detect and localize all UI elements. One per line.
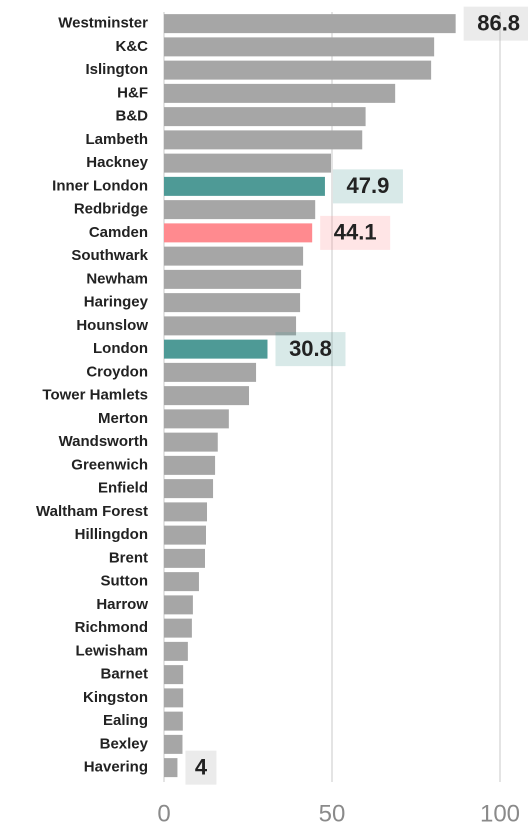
value-label-bg	[332, 169, 403, 204]
y-tick-label: Newham	[86, 270, 148, 287]
y-tick-label: Kingston	[83, 689, 148, 706]
bar	[164, 316, 297, 336]
bar	[164, 502, 208, 522]
bar	[164, 665, 184, 685]
y-tick-label: Barnet	[100, 666, 148, 683]
y-tick-label: Camden	[89, 224, 148, 241]
bar	[164, 409, 229, 429]
y-tick-label: Croydon	[86, 363, 148, 380]
y-tick-label: Hackney	[86, 154, 148, 171]
bar	[164, 362, 257, 382]
bar	[164, 153, 331, 173]
y-tick-label: Hounslow	[76, 317, 148, 334]
y-tick-label: Enfield	[98, 480, 148, 497]
value-label: 86.8	[477, 10, 520, 35]
bar	[164, 246, 304, 266]
y-tick-label: H&F	[117, 84, 148, 101]
bar	[164, 223, 313, 243]
bar	[164, 479, 214, 499]
bar	[164, 60, 432, 80]
y-tick-label: Harrow	[96, 596, 148, 613]
x-tick-label: 50	[319, 800, 346, 827]
value-label-bg	[320, 215, 391, 250]
bar	[164, 107, 366, 127]
y-tick-label: Ealing	[103, 712, 148, 729]
bar	[164, 432, 218, 452]
bar	[164, 200, 316, 220]
bar	[164, 83, 396, 103]
y-tick-label: Merton	[98, 410, 148, 427]
bar	[164, 37, 435, 57]
y-tick-label: Wandsworth	[59, 433, 148, 450]
bar	[164, 595, 193, 615]
y-tick-label: Lambeth	[85, 131, 148, 148]
y-tick-label: Haringey	[84, 294, 149, 311]
y-tick-label: Islington	[86, 61, 149, 78]
y-tick-label: Sutton	[101, 573, 148, 590]
bar	[164, 269, 302, 289]
y-tick-label: Brent	[109, 549, 148, 566]
value-label: 4	[195, 754, 208, 779]
bar	[164, 455, 216, 475]
bar	[164, 688, 184, 708]
y-tick-label: Redbridge	[74, 201, 148, 218]
bar	[164, 572, 199, 592]
y-tick-label: Hillingdon	[75, 526, 148, 543]
value-label-bg	[463, 6, 528, 41]
value-label: 47.9	[347, 173, 390, 198]
y-tick-label: Southwark	[71, 247, 148, 264]
bar	[164, 711, 183, 731]
bar	[164, 618, 192, 638]
y-tick-label: London	[93, 340, 148, 357]
bar	[164, 386, 250, 406]
y-tick-label: Inner London	[52, 177, 148, 194]
value-label: 30.8	[289, 336, 332, 361]
y-tick-label: Westminster	[58, 15, 148, 32]
value-label-bg	[185, 750, 217, 785]
y-tick-label: B&D	[116, 108, 149, 125]
y-tick-label: Havering	[84, 759, 148, 776]
y-tick-label: Bexley	[100, 735, 149, 752]
x-tick-label: 100	[480, 800, 520, 827]
bar	[164, 548, 205, 568]
value-label: 44.1	[334, 220, 377, 245]
bar	[164, 525, 206, 545]
y-tick-label: K&C	[116, 38, 149, 55]
bar	[164, 339, 268, 359]
x-tick-label: 0	[157, 800, 170, 827]
value-label-bg	[275, 332, 346, 367]
bar	[164, 641, 188, 661]
y-tick-label: Waltham Forest	[36, 503, 148, 520]
bar	[164, 293, 301, 313]
bar	[164, 758, 178, 778]
y-tick-label: Lewisham	[75, 642, 148, 659]
y-tick-label: Richmond	[75, 619, 148, 636]
bar	[164, 734, 183, 754]
y-tick-label: Greenwich	[71, 456, 148, 473]
bar	[164, 130, 363, 150]
bar	[164, 14, 456, 34]
y-tick-label: Tower Hamlets	[42, 387, 148, 404]
bar	[164, 176, 325, 196]
